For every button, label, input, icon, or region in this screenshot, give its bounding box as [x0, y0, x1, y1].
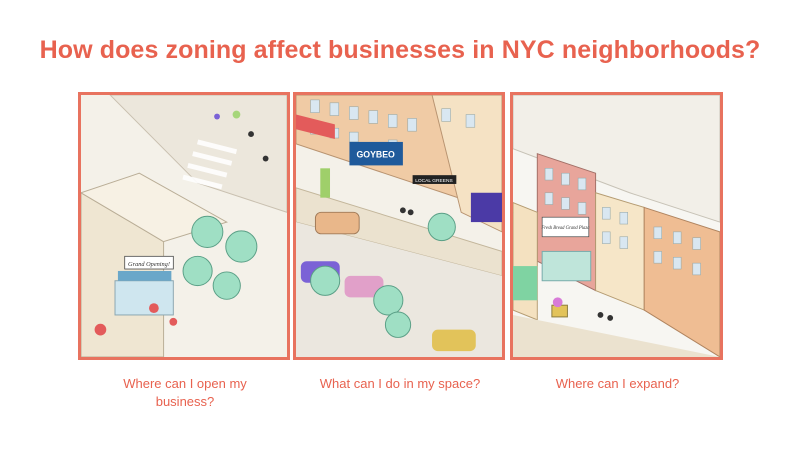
- illustration-panel-expand: Fresh Bread Grand Plaza: [510, 92, 723, 360]
- caption-expand: Where can I expand?: [555, 376, 680, 391]
- caption-open-business: Where can I open my business?: [123, 376, 247, 409]
- local-greens-sign-text: LOCAL GREENS: [415, 178, 453, 184]
- illustration-panel-space-use: GOYBEO LOCAL GREENS: [293, 92, 505, 360]
- page-title: How does zoning affect businesses in NYC…: [39, 36, 761, 64]
- bakery-sign: [541, 216, 590, 238]
- shop-sign-text: GOYBEO: [356, 150, 395, 160]
- street-corner-illustration: Grand Opening!: [81, 95, 287, 357]
- illustration-panel-open-business: Grand Opening!: [78, 92, 290, 360]
- storefront-block-illustration: GOYBEO LOCAL GREENS: [296, 95, 502, 357]
- grand-opening-sign: [124, 255, 174, 270]
- building-row-illustration: Fresh Bread Grand Plaza: [513, 95, 720, 357]
- shop-sign: [349, 141, 403, 166]
- caption-space-use: What can I do in my space?: [319, 376, 481, 391]
- bakery-sign-text: Fresh Bread Grand Plaza: [540, 226, 590, 231]
- grand-opening-sign-text: Grand Opening!: [128, 261, 170, 268]
